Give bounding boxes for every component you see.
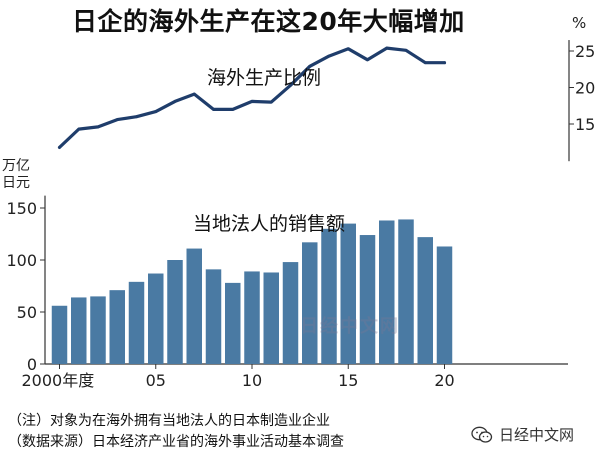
bar-mark (359, 235, 376, 364)
line-point (366, 58, 369, 62)
line-point (346, 47, 350, 51)
line-point (289, 83, 292, 87)
bar-unit-label: 日元 (2, 175, 30, 191)
bar-mark (302, 242, 318, 364)
bar-y-tick-label: 0 (27, 355, 37, 374)
bar-mark (340, 223, 356, 364)
bar-mark (90, 296, 106, 364)
bar-mark (205, 269, 222, 364)
line-series (57, 46, 447, 149)
bar-mark (282, 262, 299, 364)
bar-mark (167, 260, 183, 364)
bar-mark (379, 220, 395, 364)
note-text: （注）对象为在海外拥有当地法人的日本制造业企业 (8, 413, 330, 429)
line-point (327, 54, 331, 58)
line-point (212, 108, 215, 111)
line-point (250, 99, 254, 103)
bar-unit-label: 万亿 (2, 158, 30, 174)
line-y-tick-label: 25 (575, 42, 595, 61)
bar-mark (244, 271, 260, 364)
bar-x-tick-label: 20 (434, 371, 454, 390)
bar-mark (263, 272, 279, 364)
bar-x-tick-label: 15 (338, 371, 358, 390)
line-point (423, 61, 427, 65)
line-series-label: 海外生产比例 (207, 67, 321, 89)
bar-mark (148, 273, 164, 364)
line-y-tick-label: 20 (575, 79, 595, 98)
bar-mark (225, 282, 241, 364)
line-point (96, 125, 100, 129)
bar-x-tick-label: 10 (242, 371, 262, 390)
bar-mark (71, 297, 87, 364)
bar-mark (321, 228, 337, 364)
bar-y-tick-label: 100 (6, 251, 37, 270)
bar-mark (417, 237, 433, 364)
source-text: （数据来源）日本经济产业省的海外事业活动基本调查 (8, 434, 344, 450)
line-point (77, 127, 81, 131)
source-badge: 日经中文网 (471, 424, 574, 445)
line-point (135, 115, 138, 119)
bar-mark (186, 248, 202, 364)
bar-mark (51, 305, 68, 364)
watermark-text: 日经中文网 (300, 316, 400, 337)
line-point (192, 92, 196, 96)
bar-y-tick-label: 150 (6, 199, 37, 218)
line-point (115, 118, 119, 122)
bar-series-label: 当地法人的销售额 (193, 213, 345, 235)
line-point (443, 61, 446, 65)
line-point (231, 108, 235, 111)
bar-mark (436, 246, 453, 364)
line-unit-label: % (572, 14, 586, 32)
badge-text: 日经中文网 (499, 426, 575, 444)
line-point (154, 110, 158, 113)
chart-title: 日企的海外生产在这20年大幅增加 (72, 7, 465, 36)
bar-y-tick-label: 50 (17, 303, 37, 322)
line-y-tick-label: 15 (575, 115, 595, 134)
line-point (404, 48, 408, 52)
line-point (58, 145, 61, 149)
line-point (385, 46, 389, 50)
line-point (173, 99, 177, 103)
line-point (269, 100, 273, 104)
bar-x-tick-label: 05 (146, 371, 166, 390)
bar-mark (398, 219, 414, 364)
line-point (308, 64, 312, 68)
bar-mark (109, 290, 125, 364)
wechat-icon (471, 426, 493, 443)
bar-x-tick-label: 2000年度 (22, 371, 95, 390)
bar-mark (128, 281, 145, 364)
